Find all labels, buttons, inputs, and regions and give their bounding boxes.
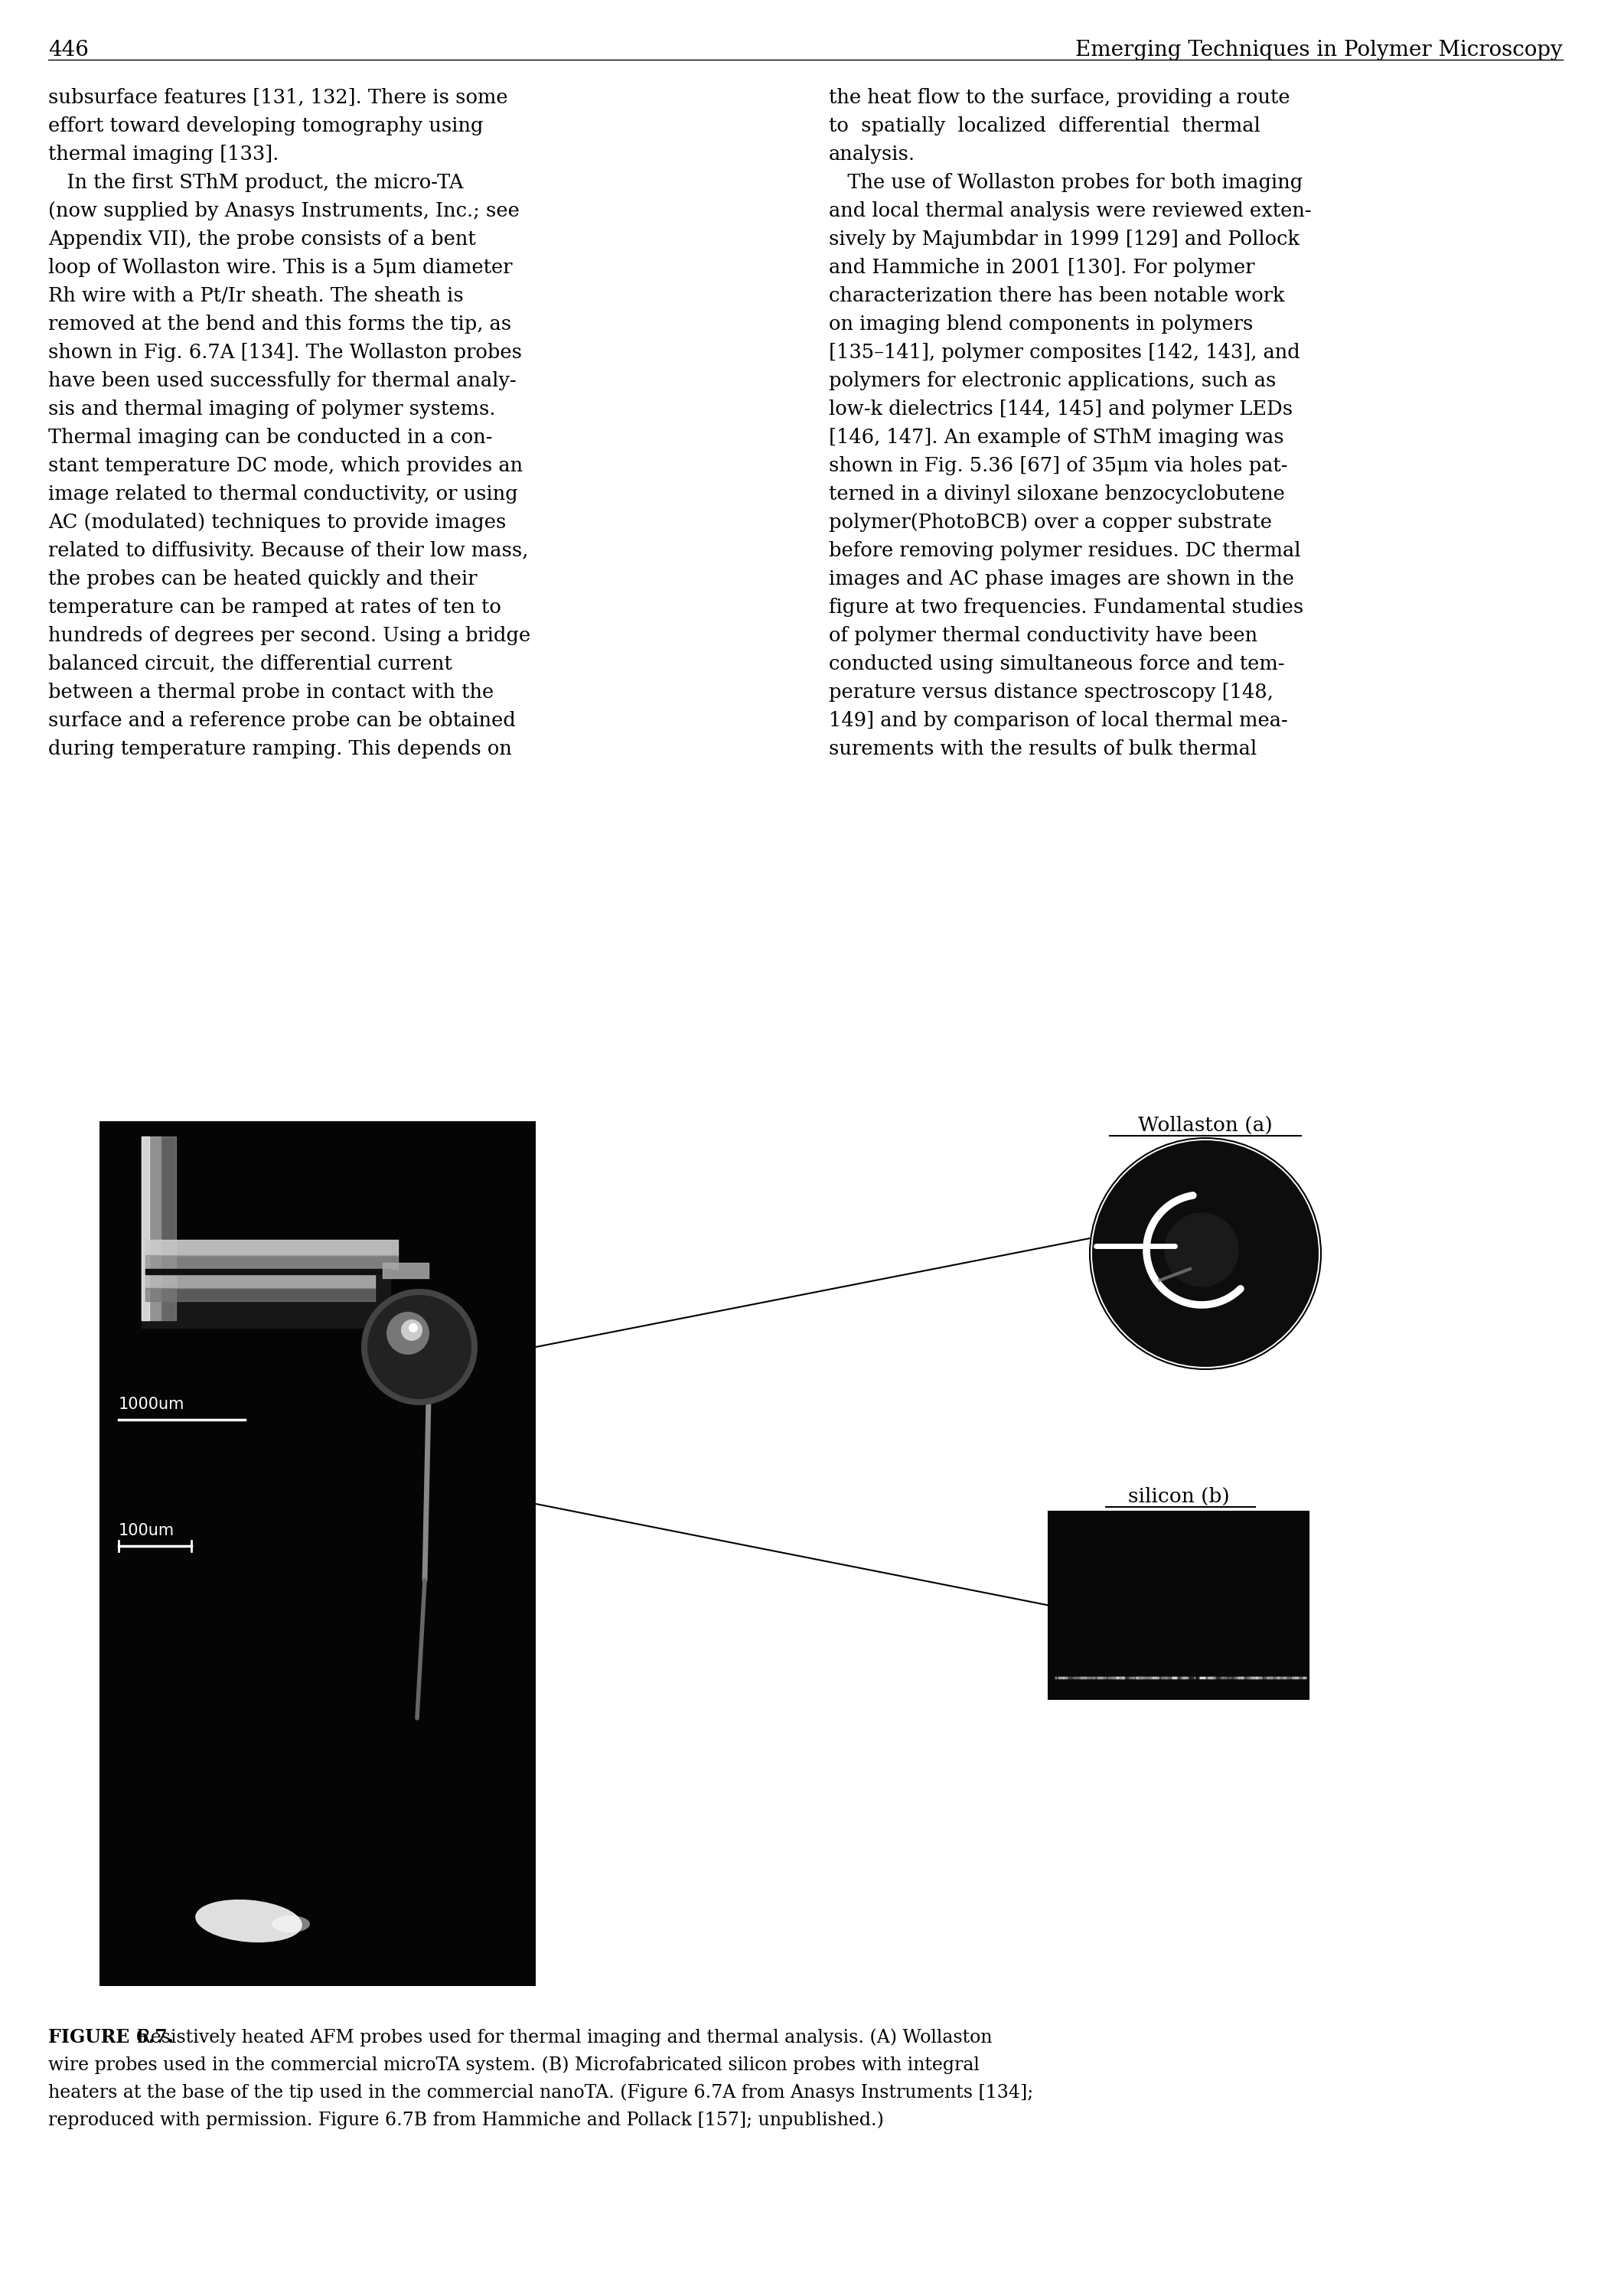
- Text: Wollaston (a): Wollaston (a): [1137, 1116, 1273, 1134]
- Text: have been used successfully for thermal analy-: have been used successfully for thermal …: [48, 372, 517, 390]
- Text: characterization there has been notable work: characterization there has been notable …: [828, 287, 1284, 305]
- Text: polymer(PhotoBCB) over a copper substrate: polymer(PhotoBCB) over a copper substrat…: [828, 512, 1273, 533]
- Text: shown in Fig. 6.7A [134]. The Wollaston probes: shown in Fig. 6.7A [134]. The Wollaston …: [48, 342, 522, 363]
- Text: of polymer thermal conductivity have been: of polymer thermal conductivity have bee…: [828, 627, 1258, 645]
- Text: analysis.: analysis.: [828, 145, 915, 163]
- Circle shape: [387, 1311, 430, 1355]
- Text: loop of Wollaston wire. This is a 5μm diameter: loop of Wollaston wire. This is a 5μm di…: [48, 257, 512, 278]
- Ellipse shape: [195, 1899, 303, 1942]
- Text: Thermal imaging can be conducted in a con-: Thermal imaging can be conducted in a co…: [48, 427, 493, 448]
- Text: reproduced with permission. Figure 6.7B from Hammiche and Pollack [157]; unpubli: reproduced with permission. Figure 6.7B …: [48, 2110, 884, 2128]
- Text: polymers for electronic applications, such as: polymers for electronic applications, su…: [828, 372, 1276, 390]
- Text: Rh wire with a Pt/Ir sheath. The sheath is: Rh wire with a Pt/Ir sheath. The sheath …: [48, 287, 464, 305]
- Text: 446: 446: [48, 39, 89, 60]
- Text: AC (modulated) techniques to provide images: AC (modulated) techniques to provide ima…: [48, 512, 506, 533]
- Text: balanced circuit, the differential current: balanced circuit, the differential curre…: [48, 654, 453, 673]
- Text: shown in Fig. 5.36 [67] of 35μm via holes pat-: shown in Fig. 5.36 [67] of 35μm via hole…: [828, 457, 1287, 475]
- Text: sis and thermal imaging of polymer systems.: sis and thermal imaging of polymer syste…: [48, 400, 496, 418]
- Text: between a thermal probe in contact with the: between a thermal probe in contact with …: [48, 682, 495, 703]
- Text: effort toward developing tomography using: effort toward developing tomography usin…: [48, 117, 483, 135]
- Text: [146, 147]. An example of SThM imaging was: [146, 147]. An example of SThM imaging w…: [828, 427, 1284, 448]
- Text: In the first SThM product, the micro-TA: In the first SThM product, the micro-TA: [48, 172, 464, 193]
- Text: surface and a reference probe can be obtained: surface and a reference probe can be obt…: [48, 712, 516, 730]
- Circle shape: [367, 1295, 472, 1398]
- Text: during temperature ramping. This depends on: during temperature ramping. This depends…: [48, 739, 512, 758]
- Circle shape: [1089, 1139, 1321, 1368]
- Text: 1000um: 1000um: [119, 1396, 185, 1412]
- Text: [135–141], polymer composites [142, 143], and: [135–141], polymer composites [142, 143]…: [828, 342, 1300, 363]
- Circle shape: [1092, 1141, 1319, 1366]
- Text: conducted using simultaneous force and tem-: conducted using simultaneous force and t…: [828, 654, 1284, 673]
- Text: surements with the results of bulk thermal: surements with the results of bulk therm…: [828, 739, 1257, 758]
- Ellipse shape: [272, 1915, 309, 1933]
- Text: stant temperature DC mode, which provides an: stant temperature DC mode, which provide…: [48, 457, 524, 475]
- Text: images and AC phase images are shown in the: images and AC phase images are shown in …: [828, 569, 1294, 588]
- Text: 100um: 100um: [119, 1522, 174, 1538]
- Text: wire probes used in the commercial microTA system. (B) Microfabricated silicon p: wire probes used in the commercial micro…: [48, 2055, 979, 2073]
- Text: on imaging blend components in polymers: on imaging blend components in polymers: [828, 315, 1253, 333]
- Text: sively by Majumbdar in 1999 [129] and Pollock: sively by Majumbdar in 1999 [129] and Po…: [828, 230, 1300, 248]
- Text: figure at two frequencies. Fundamental studies: figure at two frequencies. Fundamental s…: [828, 597, 1303, 618]
- Circle shape: [1092, 1141, 1319, 1366]
- Circle shape: [361, 1288, 477, 1405]
- Text: the heat flow to the surface, providing a route: the heat flow to the surface, providing …: [828, 87, 1290, 108]
- Text: thermal imaging [133].: thermal imaging [133].: [48, 145, 279, 163]
- Text: FIGURE 6.7.: FIGURE 6.7.: [48, 2027, 174, 2046]
- Text: temperature can be ramped at rates of ten to: temperature can be ramped at rates of te…: [48, 597, 501, 618]
- Text: related to diffusivity. Because of their low mass,: related to diffusivity. Because of their…: [48, 542, 528, 560]
- Text: and Hammiche in 2001 [130]. For polymer: and Hammiche in 2001 [130]. For polymer: [828, 257, 1255, 278]
- Text: 149] and by comparison of local thermal mea-: 149] and by comparison of local thermal …: [828, 712, 1287, 730]
- Text: Resistively heated AFM probes used for thermal imaging and thermal analysis. (A): Resistively heated AFM probes used for t…: [126, 2027, 992, 2046]
- Text: terned in a divinyl siloxane benzocyclobutene: terned in a divinyl siloxane benzocyclob…: [828, 484, 1286, 503]
- Text: low-k dielectrics [144, 145] and polymer LEDs: low-k dielectrics [144, 145] and polymer…: [828, 400, 1292, 418]
- Text: to  spatially  localized  differential  thermal: to spatially localized differential ther…: [828, 117, 1260, 135]
- Text: the probes can be heated quickly and their: the probes can be heated quickly and the…: [48, 569, 477, 588]
- Text: heaters at the base of the tip used in the commercial nanoTA. (Figure 6.7A from : heaters at the base of the tip used in t…: [48, 2082, 1033, 2101]
- Text: Appendix VII), the probe consists of a bent: Appendix VII), the probe consists of a b…: [48, 230, 475, 248]
- Text: Emerging Techniques in Polymer Microscopy: Emerging Techniques in Polymer Microscop…: [1076, 39, 1563, 60]
- Text: image related to thermal conductivity, or using: image related to thermal conductivity, o…: [48, 484, 517, 503]
- Bar: [1049, 1511, 1308, 1699]
- Circle shape: [401, 1320, 422, 1341]
- Polygon shape: [1165, 1212, 1239, 1286]
- Text: silicon (b): silicon (b): [1128, 1488, 1229, 1506]
- Text: and local thermal analysis were reviewed exten-: and local thermal analysis were reviewed…: [828, 202, 1311, 220]
- Circle shape: [409, 1322, 417, 1332]
- Text: before removing polymer residues. DC thermal: before removing polymer residues. DC the…: [828, 542, 1300, 560]
- Text: (now supplied by Anasys Instruments, Inc.; see: (now supplied by Anasys Instruments, Inc…: [48, 202, 520, 220]
- Text: hundreds of degrees per second. Using a bridge: hundreds of degrees per second. Using a …: [48, 627, 530, 645]
- Text: The use of Wollaston probes for both imaging: The use of Wollaston probes for both ima…: [828, 172, 1303, 193]
- Text: subsurface features [131, 132]. There is some: subsurface features [131, 132]. There is…: [48, 87, 507, 108]
- Text: removed at the bend and this forms the tip, as: removed at the bend and this forms the t…: [48, 315, 511, 333]
- Bar: [100, 1120, 536, 1986]
- Text: perature versus distance spectroscopy [148,: perature versus distance spectroscopy [1…: [828, 682, 1273, 703]
